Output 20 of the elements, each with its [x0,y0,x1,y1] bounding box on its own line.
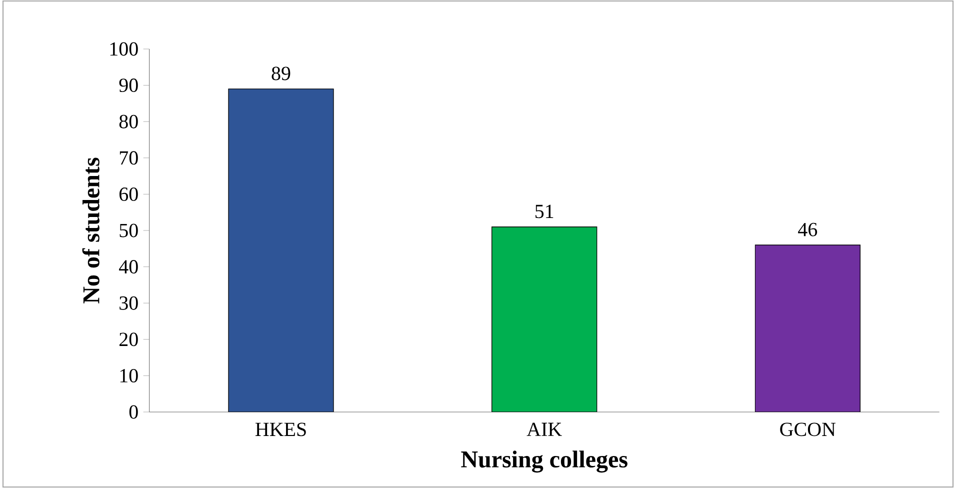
y-tick-label: 0 [129,405,138,419]
y-tick-label: 100 [110,42,138,56]
x-tick-label: GCON [780,422,836,436]
y-tick-label: 10 [120,368,138,382]
y-axis-title: No of students [82,158,100,304]
y-tick-label: 60 [119,187,138,201]
y-tick-label: 80 [119,114,138,128]
x-tick-label: AIK [526,422,562,436]
data-label: 89 [272,66,290,80]
y-tick-label: 30 [120,296,138,310]
y-tick-label: 20 [120,332,138,346]
y-tick-label: 70 [120,151,138,165]
bar [228,88,334,412]
x-tick-label: HKES [255,422,306,436]
x-axis-title: Nursing colleges [461,450,628,473]
data-label: 46 [798,222,818,236]
y-tick-label: 50 [120,224,138,238]
data-label: 51 [536,204,554,218]
y-tick-label: 40 [119,260,138,274]
y-tick-label: 90 [119,78,138,92]
